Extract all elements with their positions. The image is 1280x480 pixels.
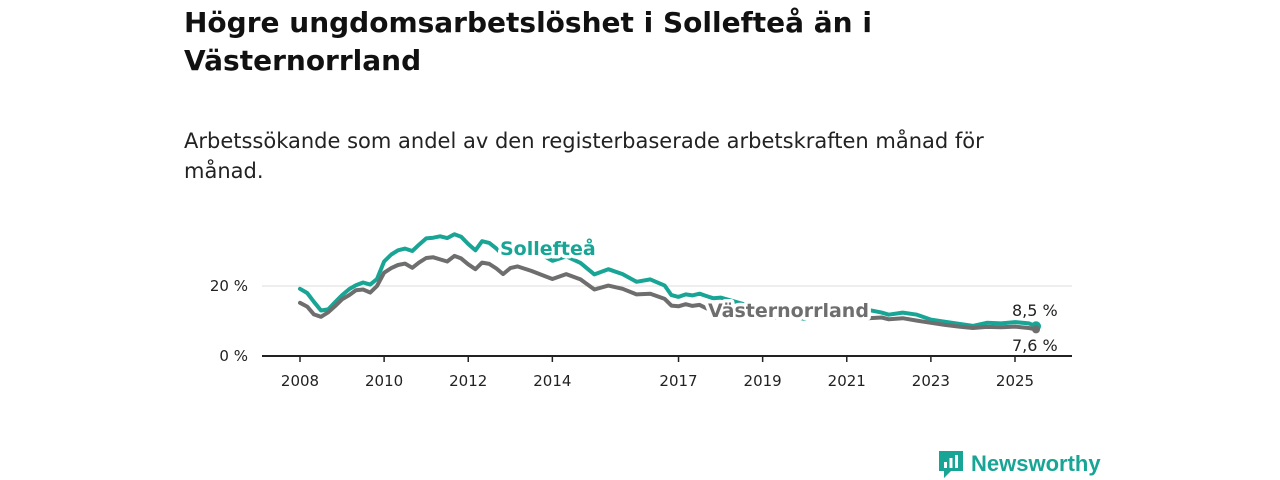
- x-tick-label: 2010: [365, 372, 403, 390]
- series-label-solleftea: Sollefteå: [500, 236, 596, 260]
- series-lines: [298, 232, 1042, 334]
- series-label-vasternorrland: Västernorrland: [708, 300, 869, 322]
- chart-title: Högre ungdomsarbetslöshet i Sollefteå än…: [184, 6, 872, 77]
- x-tick-label: 2019: [744, 372, 782, 390]
- x-tick-label: 2025: [996, 372, 1034, 390]
- x-tick-label: 2014: [533, 372, 571, 390]
- axes: 0 % 20 % 2008 2010 2012 2014 2017 2019 2021 2023 2…: [210, 277, 1072, 390]
- x-tick-label: 2012: [449, 372, 487, 390]
- chart-subtitle: Arbetssökande som andel av den registerb…: [184, 129, 984, 183]
- newsworthy-logo-icon: [939, 451, 963, 478]
- line-chart: 0 % 20 % 2008 2010 2012 2014 2017 2019 2021 2023 2…: [210, 232, 1072, 390]
- x-tick-label: 2021: [828, 372, 866, 390]
- series-labels: SollefteåSollefteåVästernorrlandVästerno…: [497, 233, 1058, 356]
- end-label-solleftea: 8,5 %: [1012, 301, 1058, 320]
- x-tick-label: 2008: [281, 372, 319, 390]
- end-label-vasternorrland: 7,6 %: [1012, 336, 1058, 355]
- y-tick-label: 0 %: [219, 347, 248, 365]
- series-label-vasternorrland-halo: Västernorrland: [708, 300, 869, 322]
- series-line-solleftea: [298, 232, 1038, 329]
- series-endpoint: [1032, 325, 1041, 334]
- newsworthy-brand[interactable]: Newsworthy: [937, 448, 1101, 480]
- x-tick-label: 2023: [912, 372, 950, 390]
- x-tick-label: 2017: [659, 372, 697, 390]
- series-label-solleftea-halo: Sollefteå: [500, 236, 596, 260]
- series-line-vasternorrland: [298, 253, 1038, 332]
- y-tick-label: 20 %: [210, 277, 248, 295]
- brand-name: Newsworthy: [971, 451, 1101, 476]
